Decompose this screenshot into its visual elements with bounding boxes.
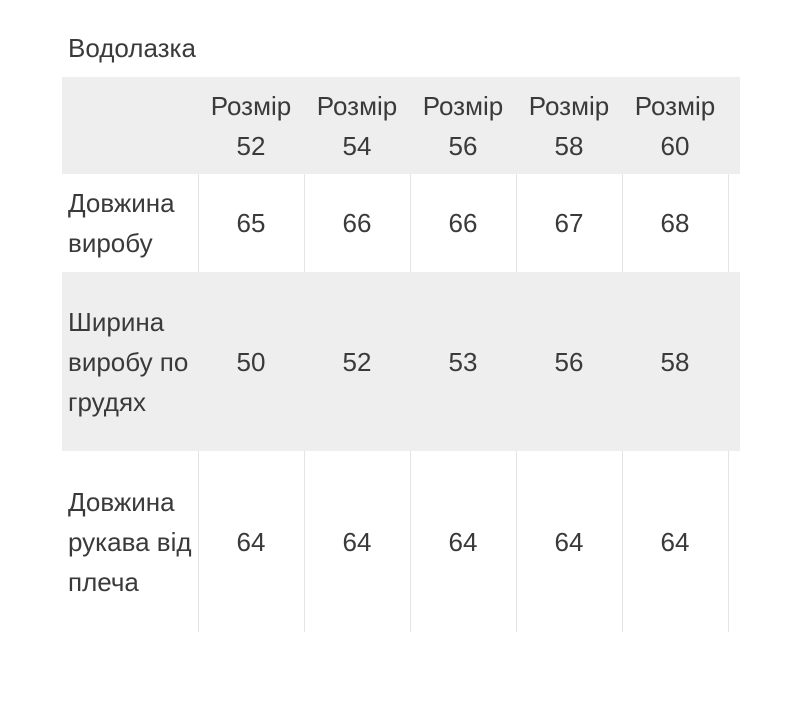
header-size: 52	[236, 130, 266, 161]
size-table: Розмір 52 Розмір 54 Розмір 56 Розмір 58 …	[62, 77, 740, 632]
header-label: Розмір	[210, 90, 292, 121]
table-row: Ширина виробу по грудях 50 52 53 56 58	[62, 272, 740, 451]
row-label: Довжина рукава від плеча	[68, 486, 192, 597]
header-label: Розмір	[422, 90, 504, 121]
table-row: Довжина рукава від плеча 64 64 64 64 64	[62, 451, 740, 632]
table-cell: 66	[303, 174, 410, 272]
table-cell: 53	[409, 272, 516, 451]
header-label: Розмір	[634, 90, 716, 121]
table-row: Довжина виробу 65 66 66 67 68	[62, 174, 740, 272]
header-size: 56	[448, 130, 478, 161]
table-header-row: Розмір 52 Розмір 54 Розмір 56 Розмір 58 …	[62, 77, 740, 174]
header-size-52: Розмір 52	[198, 77, 304, 174]
table-cell: 64	[303, 451, 410, 632]
header-size-56: Розмір 56	[410, 77, 516, 174]
overflow-cell	[727, 272, 740, 451]
header-label: Розмір	[316, 90, 398, 121]
row-label: Ширина виробу по грудях	[62, 272, 198, 451]
table-cell: 56	[515, 272, 622, 451]
page-title: Водолазка	[68, 33, 196, 63]
header-size: 54	[342, 130, 372, 161]
header-size-60: Розмір 60	[622, 77, 728, 174]
header-label: Розмір	[528, 90, 610, 121]
table-cell: 64	[197, 451, 304, 632]
size-table-container[interactable]: Розмір 52 Розмір 54 Розмір 56 Розмір 58 …	[62, 77, 740, 632]
header-size: 60	[660, 130, 690, 161]
table-cell: 64	[621, 451, 728, 632]
table-cell: 64	[409, 451, 516, 632]
header-size: 58	[554, 130, 584, 161]
table-cell: 52	[303, 272, 410, 451]
overflow-cell	[727, 174, 740, 272]
row-label: Довжина виробу	[68, 188, 175, 258]
header-overflow-cell	[728, 77, 740, 174]
table-cell: 50	[197, 272, 304, 451]
header-size-54: Розмір 54	[304, 77, 410, 174]
overflow-cell	[727, 451, 740, 632]
table-cell: 68	[621, 174, 728, 272]
header-empty-cell	[62, 77, 198, 174]
table-cell: 67	[515, 174, 622, 272]
header-size-58: Розмір 58	[516, 77, 622, 174]
table-cell: 64	[515, 451, 622, 632]
table-cell: 66	[409, 174, 516, 272]
table-cell: 65	[197, 174, 304, 272]
table-cell: 58	[621, 272, 728, 451]
